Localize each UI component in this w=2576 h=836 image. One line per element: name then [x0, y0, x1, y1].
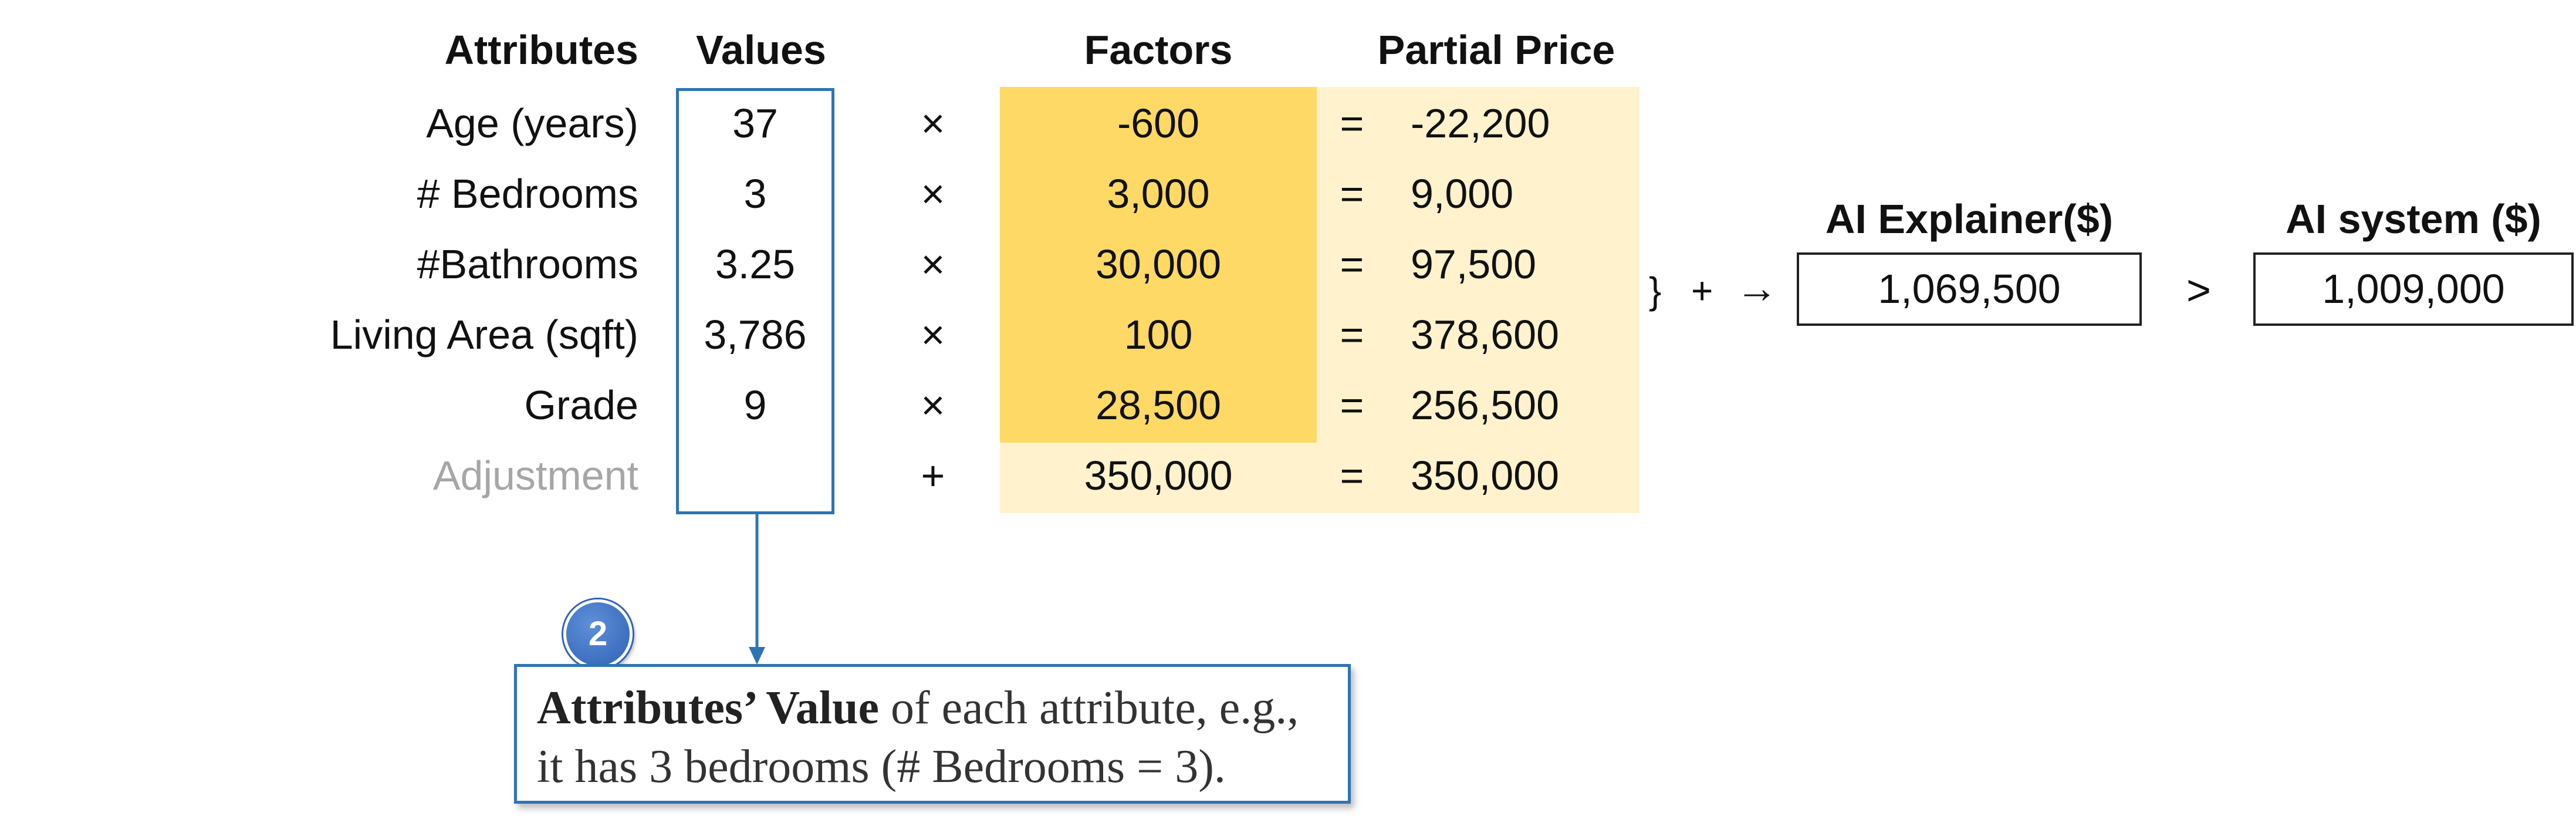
multiply-operator: ×	[921, 171, 945, 217]
adjustment-factor: 350,000	[1084, 453, 1233, 498]
callout-line-1-rest: of each attribute, e.g.,	[878, 682, 1299, 734]
sum-brace: }	[1649, 269, 1662, 312]
comparison-sign: >	[2186, 267, 2212, 314]
callout-line-2: it has 3 bedrooms (# Bedrooms = 3).	[537, 741, 1226, 793]
sum-arrow-icon: →	[1736, 265, 1778, 312]
equals-sign: =	[1340, 100, 1364, 146]
equals-sign: =	[1340, 171, 1364, 217]
values-column-box	[676, 88, 834, 514]
multiply-operator: ×	[921, 382, 945, 428]
equals-sign: =	[1340, 312, 1364, 358]
multiply-operator: ×	[921, 100, 945, 146]
ai-explainer-value: 1,069,500	[1797, 252, 2142, 326]
attribute-label: Living Area (sqft)	[330, 312, 638, 358]
attribute-value: 3,786	[704, 312, 807, 358]
adjustment-label: Adjustment	[432, 453, 638, 498]
header-values: Values	[696, 27, 826, 73]
factor-value: 3,000	[1107, 171, 1210, 217]
attribute-value: 37	[732, 100, 778, 146]
factor-value: 30,000	[1095, 241, 1222, 287]
multiply-operator: ×	[921, 312, 945, 358]
partial-price-value: 378,600	[1411, 312, 1560, 358]
partial-price-value: 256,500	[1411, 382, 1560, 428]
attribute-value: 3	[743, 171, 767, 217]
factor-value: 100	[1124, 312, 1193, 358]
factor-value: -600	[1117, 100, 1200, 146]
attribute-label: Age (years)	[426, 100, 638, 146]
header-partial-price: Partial Price	[1377, 27, 1615, 73]
header-factors: Factors	[1084, 27, 1233, 73]
plus-operator: +	[921, 453, 945, 498]
equals-sign: =	[1340, 453, 1364, 498]
callout-line-1: Attributes’ Value of each attribute, e.g…	[537, 679, 1348, 737]
callout-box: Attributes’ Value of each attribute, e.g…	[514, 664, 1351, 804]
attribute-value: 3.25	[715, 241, 796, 287]
sum-plus: +	[1691, 269, 1713, 312]
attribute-value: 9	[743, 382, 767, 428]
equals-sign: =	[1340, 241, 1364, 287]
ai-system-title: AI system ($)	[2286, 196, 2541, 242]
partial-price-value: 97,500	[1411, 241, 1537, 287]
attribute-label: #Bathrooms	[417, 241, 638, 287]
attribute-label: Grade	[524, 382, 638, 428]
ai-explainer-title: AI Explainer($)	[1825, 196, 2114, 242]
partial-price-value: -22,200	[1411, 100, 1550, 146]
partial-price-value: 9,000	[1411, 171, 1514, 217]
multiply-operator: ×	[921, 241, 945, 287]
step-badge: 2	[563, 599, 633, 669]
equals-sign: =	[1340, 382, 1364, 428]
connector-arrow	[749, 514, 765, 665]
factors-background	[1000, 87, 1317, 443]
callout-bold-term: Attributes’ Value	[537, 682, 879, 734]
header-attributes: Attributes	[444, 27, 638, 73]
ai-system-value: 1,009,000	[2253, 252, 2574, 326]
adjustment-partial-price: 350,000	[1411, 453, 1560, 498]
factor-value: 28,500	[1095, 382, 1222, 428]
attribute-label: # Bedrooms	[417, 171, 638, 217]
